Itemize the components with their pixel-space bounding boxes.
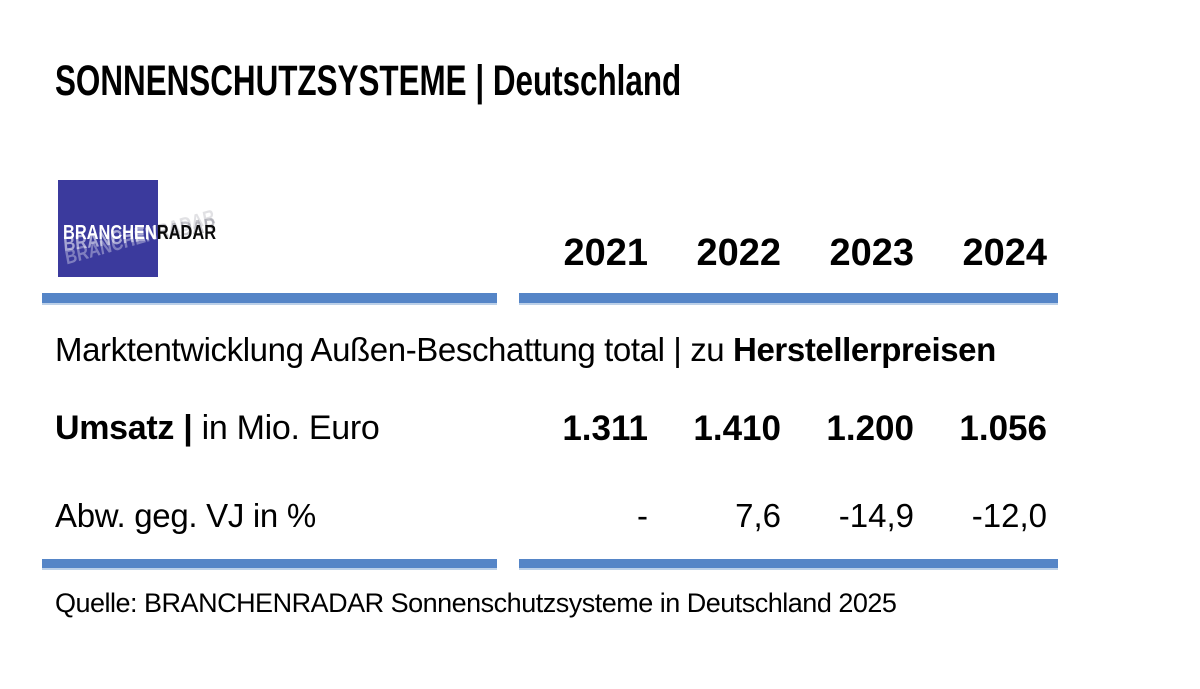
abweichung-value-2023: -14,9: [838, 497, 914, 534]
accent-bar-bottom-left: [42, 559, 497, 570]
logo-text-radar: RADAR: [156, 222, 217, 244]
logo-text-branchen: BRANCHEN: [63, 222, 157, 244]
source-line: Quelle: BRANCHENRADAR Sonnenschutzsystem…: [55, 588, 897, 618]
section-label-bold: Herstellerpreisen: [733, 331, 996, 368]
row-label-umsatz: Umsatz | in Mio. Euro: [55, 409, 380, 447]
year-header-2023: 2023: [829, 232, 914, 274]
logo-wordmark: BRANCHENRADAR: [63, 223, 216, 243]
umsatz-value-2022: 1.410: [693, 409, 781, 448]
year-header-2024: 2024: [962, 232, 1047, 274]
umsatz-value-2024: 1.056: [959, 409, 1047, 448]
branchenradar-logo-square: [58, 180, 158, 277]
section-label-regular: Marktentwicklung Außen-Beschattung total…: [55, 331, 734, 368]
year-header-2022: 2022: [696, 232, 781, 274]
accent-bar-top-left: [42, 293, 497, 305]
abweichung-value-2024: -12,0: [971, 497, 1047, 534]
row-label-abweichung: Abw. geg. VJ in %: [55, 497, 316, 534]
page-title: SONNENSCHUTZSYSTEME | Deutschland: [55, 57, 682, 105]
branchenradar-logo: BRANCHENRADAR BRANCHENRADAR BRANCHENRADA…: [63, 206, 309, 269]
year-header-2021: 2021: [563, 232, 648, 274]
umsatz-value-2021: 1.311: [562, 409, 648, 448]
abweichung-value-2021: -: [637, 497, 648, 534]
accent-bar-top-right: [519, 293, 1058, 305]
section-label: Marktentwicklung Außen-Beschattung total…: [55, 333, 996, 366]
abweichung-value-2022: 7,6: [735, 497, 781, 534]
accent-bar-bottom-right: [519, 559, 1058, 570]
umsatz-value-2023: 1.200: [826, 409, 914, 448]
